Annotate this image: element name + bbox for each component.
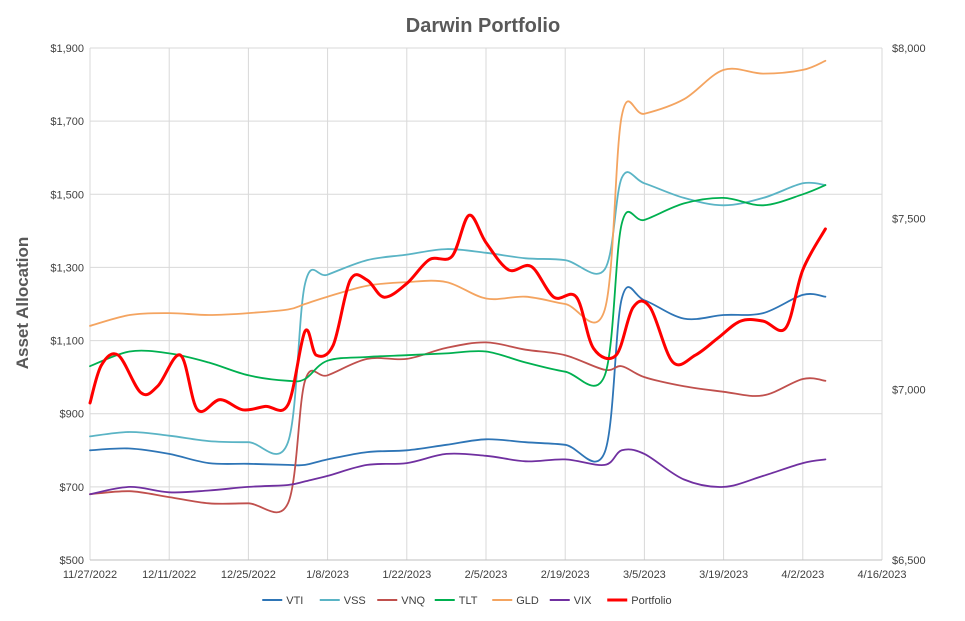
y-tick-label: $900: [60, 409, 84, 421]
y-tick-label: $500: [60, 555, 84, 567]
series-line-portfolio: [88, 213, 827, 413]
grid-layer: [89, 47, 883, 561]
legend-label-gld: GLD: [516, 595, 539, 607]
x-tick-label: 4/2/2023: [781, 569, 824, 581]
x-tick-label: 2/5/2023: [465, 569, 508, 581]
legend-label-vss: VSS: [344, 595, 366, 607]
y-tick-label: $1,500: [50, 189, 84, 201]
x-tick-label: 1/8/2023: [306, 569, 349, 581]
legend-label-portfolio: Portfolio: [631, 595, 671, 607]
x-tick-label: 3/19/2023: [699, 569, 748, 581]
x-tick-label: 3/5/2023: [623, 569, 666, 581]
legend: VTI VSS VNQ TLT GLD VIX Portfolio: [262, 595, 672, 607]
y2-tick-label: $8,000: [892, 43, 926, 55]
y-tick-label: $1,700: [50, 116, 84, 128]
chart-title: Darwin Portfolio: [406, 15, 560, 37]
y-tick-label: $700: [60, 482, 84, 494]
y-axis-label: Asset Allocation: [13, 237, 32, 370]
y-tick-label: $1,900: [50, 43, 84, 55]
x-tick-label: 12/11/2022: [142, 569, 196, 581]
legend-label-tlt: TLT: [459, 595, 478, 607]
y-tick-label: $1,300: [50, 262, 84, 274]
x-tick-label: 11/27/2022: [63, 569, 117, 581]
legend-label-vnq: VNQ: [401, 595, 425, 607]
y2-tick-label: $6,500: [892, 555, 926, 567]
y-tick-label: $1,100: [50, 336, 84, 348]
x-tick-label: 2/19/2023: [541, 569, 590, 581]
legend-label-vti: VTI: [286, 595, 303, 607]
series-line-tlt: [89, 184, 827, 387]
legend-label-vix: VIX: [574, 595, 592, 607]
x-tick-label: 12/25/2022: [221, 569, 276, 581]
series-line-gld: [89, 59, 827, 327]
series-line-vnq: [89, 341, 827, 514]
x-tick-label: 4/16/2023: [858, 569, 907, 581]
tick-layer: $500 $700 $900 $1,100 $1,300 $1,500 $1,700 $1,9…: [50, 43, 925, 581]
series-layer: [88, 59, 827, 514]
x-tick-label: 1/22/2023: [382, 569, 431, 581]
series-line-vti: [89, 286, 827, 467]
y2-tick-label: $7,500: [892, 214, 926, 226]
series-line-vix: [89, 448, 827, 496]
y2-tick-label: $7,000: [892, 384, 926, 396]
